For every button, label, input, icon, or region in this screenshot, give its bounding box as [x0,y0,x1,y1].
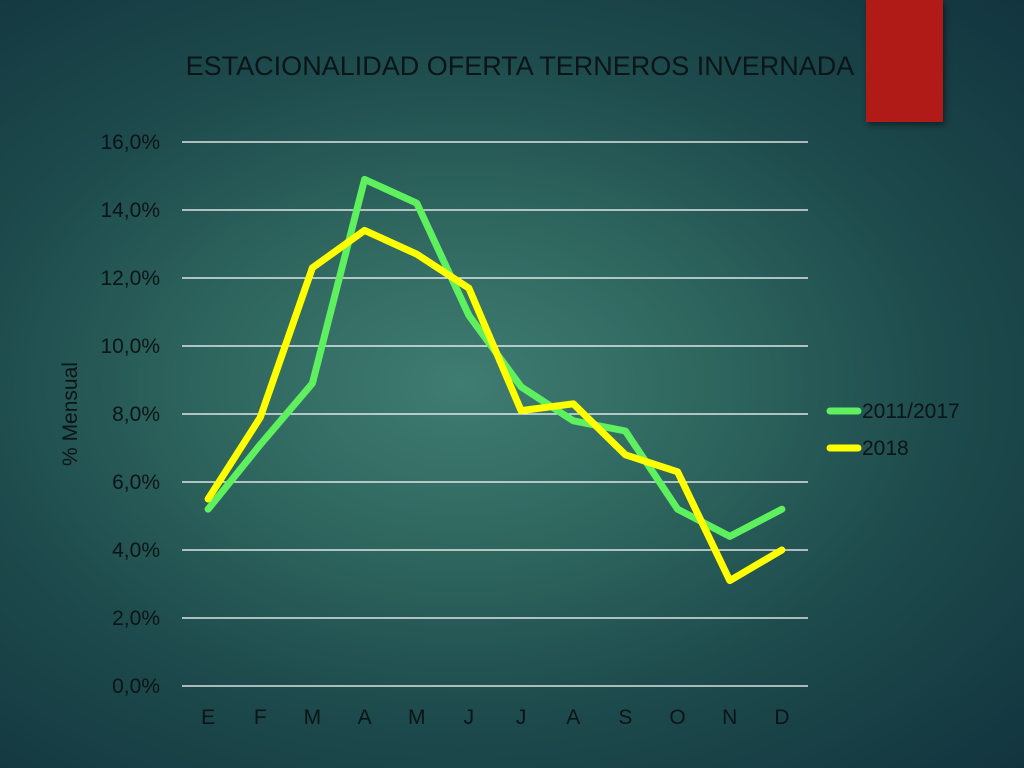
x-tick-label: N [722,706,737,729]
x-tick-label: E [201,706,215,729]
data-point [364,178,366,180]
y-axis-ticks: 0,0% 2,0% 4,0% 6,0% 8,0% 10,0% 12,0% 14,0% 16,0% [100,131,160,698]
y-tick-label: 0,0% [112,675,160,698]
x-tick-label: A [566,706,580,729]
x-tick-label: D [774,706,789,729]
red-accent-block [866,0,943,122]
y-tick-label: 2,0% [112,607,160,630]
gridlines [182,141,808,687]
x-tick-label: M [304,706,322,729]
data-point [207,508,209,510]
series-lines [204,175,786,585]
data-point [259,416,261,418]
data-point [520,410,522,412]
x-tick-label: S [618,706,632,729]
data-point [520,386,522,388]
data-point [207,498,209,500]
data-point [572,420,574,422]
y-tick-label: 16,0% [100,131,160,154]
x-tick-label: J [464,706,475,729]
data-point [729,535,731,537]
data-point [572,403,574,405]
data-point [677,508,679,510]
y-axis-title: % Mensual [59,362,82,466]
x-tick-label: O [669,706,685,729]
data-point [468,314,470,316]
data-point [624,430,626,432]
data-point [311,267,313,269]
series-line [204,226,786,585]
data-point [729,580,731,582]
data-point [781,508,783,510]
data-point [677,471,679,473]
x-tick-label: F [254,706,267,729]
y-tick-label: 6,0% [112,471,160,494]
data-point [311,382,313,384]
y-tick-label: 8,0% [112,403,160,426]
y-tick-label: 14,0% [100,199,160,222]
data-point [781,549,783,551]
data-point [364,229,366,231]
y-tick-label: 4,0% [112,539,160,562]
data-point [416,202,418,204]
chart-title: ESTACIONALIDAD OFERTA TERNEROS INVERNADA [185,51,855,81]
legend: 2011/2017 2018 [826,400,960,460]
x-tick-label: J [516,706,527,729]
data-point [416,253,418,255]
x-tick-label: A [358,706,372,729]
x-tick-label: M [408,706,426,729]
y-tick-label: 12,0% [100,267,160,290]
data-point [468,287,470,289]
data-point [624,454,626,456]
y-tick-label: 10,0% [100,335,160,358]
data-point [259,444,261,446]
legend-label: 2018 [862,437,909,460]
legend-label: 2011/2017 [862,400,960,423]
